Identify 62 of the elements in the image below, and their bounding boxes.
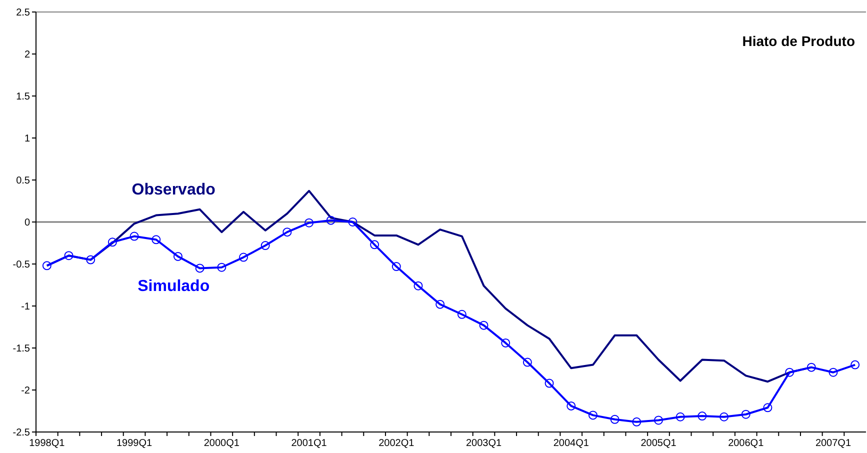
y-tick-label: 1 <box>24 134 30 144</box>
y-tick-label: 1.5 <box>16 92 30 102</box>
x-tick-label: 2001Q1 <box>291 438 328 449</box>
series-label: Observado <box>132 181 216 198</box>
point <box>828 368 838 377</box>
y-tick-label: -0.5 <box>12 260 30 270</box>
y-tick-label: -1 <box>21 302 30 312</box>
text: Hiato de Produto <box>742 33 855 49</box>
point <box>654 416 663 425</box>
point <box>806 362 816 372</box>
point <box>763 403 772 412</box>
point <box>414 281 423 290</box>
point <box>304 218 314 228</box>
point <box>108 238 117 247</box>
x-tick-label: 2004Q1 <box>553 438 590 449</box>
point <box>676 412 685 422</box>
point <box>566 401 576 410</box>
y-tick-label: 2.5 <box>16 8 30 18</box>
point <box>501 338 510 348</box>
point <box>741 410 750 419</box>
point <box>610 414 620 424</box>
point <box>42 261 52 270</box>
point <box>632 417 642 426</box>
point <box>217 262 226 272</box>
point <box>850 360 860 370</box>
y-tick-label: -2 <box>21 386 30 396</box>
point <box>348 218 358 226</box>
y-tick-label: 2 <box>24 50 30 60</box>
point <box>370 240 380 250</box>
point <box>86 255 96 264</box>
series-label: Simulado <box>138 278 210 295</box>
y-tick-label: 0 <box>24 218 30 228</box>
x-tick-label: 2005Q1 <box>640 438 677 449</box>
point <box>173 252 182 261</box>
x-tick-label: 2002Q1 <box>378 438 415 449</box>
point <box>522 358 532 367</box>
x-tick-label: 2000Q1 <box>204 438 240 449</box>
point <box>588 410 598 420</box>
point <box>64 251 74 260</box>
x-tick-label: 1998Q1 <box>29 438 66 449</box>
point <box>479 320 488 330</box>
point <box>282 228 292 237</box>
y-tick-label: 0.5 <box>16 176 30 186</box>
point <box>544 378 554 388</box>
x-tick-label: 2006Q1 <box>728 438 764 449</box>
x-tick-label: 2003Q1 <box>466 438 502 449</box>
y-tick-label: -1.5 <box>12 344 30 354</box>
point <box>698 412 707 421</box>
x-tick-label: 1999Q1 <box>116 438 153 449</box>
point <box>239 252 248 262</box>
point <box>130 232 139 241</box>
point <box>326 216 336 225</box>
y-tick-label: -2.5 <box>12 428 30 438</box>
point <box>152 235 161 244</box>
point <box>785 368 794 377</box>
point <box>720 412 729 422</box>
point <box>436 300 445 309</box>
point <box>457 310 466 319</box>
point <box>260 241 270 250</box>
point <box>195 264 204 273</box>
point <box>392 262 401 272</box>
x-tick-label: 2007Q1 <box>815 438 852 449</box>
